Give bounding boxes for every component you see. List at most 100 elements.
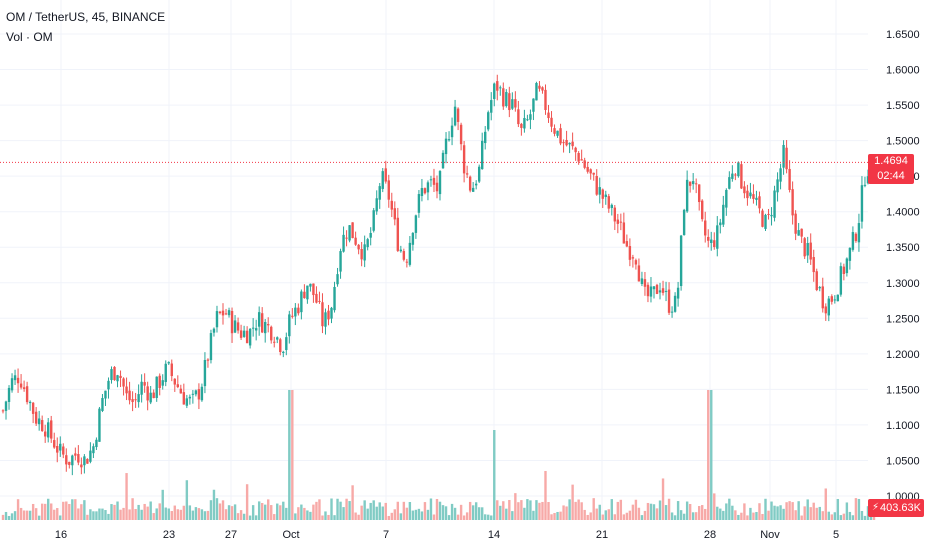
time-axis[interactable]: 16 23 27 Oct 7 14 21 28 Nov 5 xyxy=(55,529,839,541)
symbol-title[interactable]: OM / TetherUS, 45, BINANCE xyxy=(6,10,166,24)
candle-body xyxy=(86,458,89,464)
candle-body xyxy=(152,392,155,399)
candle-body xyxy=(562,142,565,144)
volume-bar xyxy=(740,512,743,520)
volume-bar xyxy=(755,512,758,520)
candle-body xyxy=(218,311,222,314)
candle-body xyxy=(50,420,53,439)
volume-bar xyxy=(459,504,463,520)
legend: OM / TetherUS, 45, BINANCE Vol · OM xyxy=(6,9,165,45)
candle-body xyxy=(854,233,858,242)
candle-body xyxy=(682,209,686,236)
candle-body xyxy=(619,221,623,223)
volume-bar xyxy=(179,509,183,520)
volume-bar xyxy=(77,508,80,520)
volume-bar xyxy=(496,500,499,520)
volume-bar xyxy=(260,502,264,520)
last-volume-label: ⚡ 403.63K xyxy=(868,499,924,517)
candle-body xyxy=(113,366,116,381)
volume-bar xyxy=(586,514,589,520)
volume-bar xyxy=(236,513,240,520)
price-axis[interactable]: 1.65001.60001.55001.50001.45001.40001.35… xyxy=(886,29,920,503)
candle-body xyxy=(363,244,366,261)
candle-body xyxy=(761,210,764,227)
candle-body xyxy=(508,93,511,111)
volume-bar xyxy=(863,515,867,520)
volume-bar xyxy=(713,493,716,520)
volume-bar xyxy=(137,504,140,520)
volume-bar xyxy=(25,510,29,520)
volume-bar xyxy=(764,498,767,520)
candle-body xyxy=(785,147,788,170)
volume-bar xyxy=(866,506,870,520)
price-tick-label: 1.6500 xyxy=(886,29,920,41)
volume-bar xyxy=(471,505,475,520)
volume-bar xyxy=(752,512,755,520)
volume-bar xyxy=(426,509,430,520)
candle-body xyxy=(330,307,333,319)
candle-body xyxy=(833,299,837,301)
candle-body xyxy=(7,387,11,402)
candle-body xyxy=(556,130,559,136)
candle-body xyxy=(863,184,867,186)
candle-body xyxy=(728,177,731,189)
volume-bar xyxy=(200,509,204,520)
volume-bar xyxy=(10,513,14,520)
candle-body xyxy=(309,283,312,287)
candle-body xyxy=(637,265,641,282)
volume-bar xyxy=(682,513,686,520)
candle-body xyxy=(673,295,677,312)
candle-body xyxy=(803,238,806,257)
candle-body xyxy=(821,286,824,309)
candle-body xyxy=(19,383,23,388)
volume-bar xyxy=(523,507,526,520)
volume-bar xyxy=(779,505,782,520)
volume-bar xyxy=(782,508,785,520)
candle-body xyxy=(538,85,541,89)
volume-bar xyxy=(276,503,279,520)
volume-bar xyxy=(746,515,749,520)
candle-body xyxy=(788,168,791,190)
volume-bar xyxy=(435,498,439,520)
candle-body xyxy=(848,247,852,261)
volume-bar xyxy=(806,499,809,520)
volume-bar xyxy=(417,508,421,520)
volume-bar xyxy=(224,509,228,520)
candle-body xyxy=(62,446,65,455)
candle-body xyxy=(794,213,797,234)
candle-body xyxy=(511,99,514,109)
candle-body xyxy=(342,234,345,252)
volume-bar xyxy=(456,514,460,520)
volume-bar xyxy=(158,503,161,520)
price-tick-label: 1.5000 xyxy=(886,136,920,148)
volume-bar xyxy=(65,501,68,520)
volume-legend[interactable]: Vol · OM xyxy=(6,30,53,44)
candle-body xyxy=(743,186,746,194)
volume-bar xyxy=(119,509,122,520)
candle-body xyxy=(586,166,589,172)
price-tick-label: 1.5500 xyxy=(886,100,920,112)
volume-bar xyxy=(447,515,451,520)
candle-body xyxy=(354,237,357,245)
volume-bar xyxy=(59,515,62,520)
volume-bar xyxy=(490,515,493,520)
price-tick-label: 1.0500 xyxy=(886,455,920,467)
volume-bar xyxy=(7,515,11,520)
candle-body xyxy=(688,181,692,186)
candle-body xyxy=(294,307,297,317)
volume-bar xyxy=(502,501,505,520)
volume-bar xyxy=(71,499,74,520)
price-tick-label: 1.1500 xyxy=(886,384,920,396)
volume-bar xyxy=(101,508,104,520)
volume-bar xyxy=(140,509,143,520)
volume-bar xyxy=(16,499,20,520)
volume-bar xyxy=(95,511,98,520)
candle-body xyxy=(815,271,818,291)
volume-bar xyxy=(354,512,357,520)
volume-bar xyxy=(164,507,167,520)
volume-bar xyxy=(360,505,363,520)
volume-bar xyxy=(836,498,840,520)
volume-bar xyxy=(571,484,574,520)
